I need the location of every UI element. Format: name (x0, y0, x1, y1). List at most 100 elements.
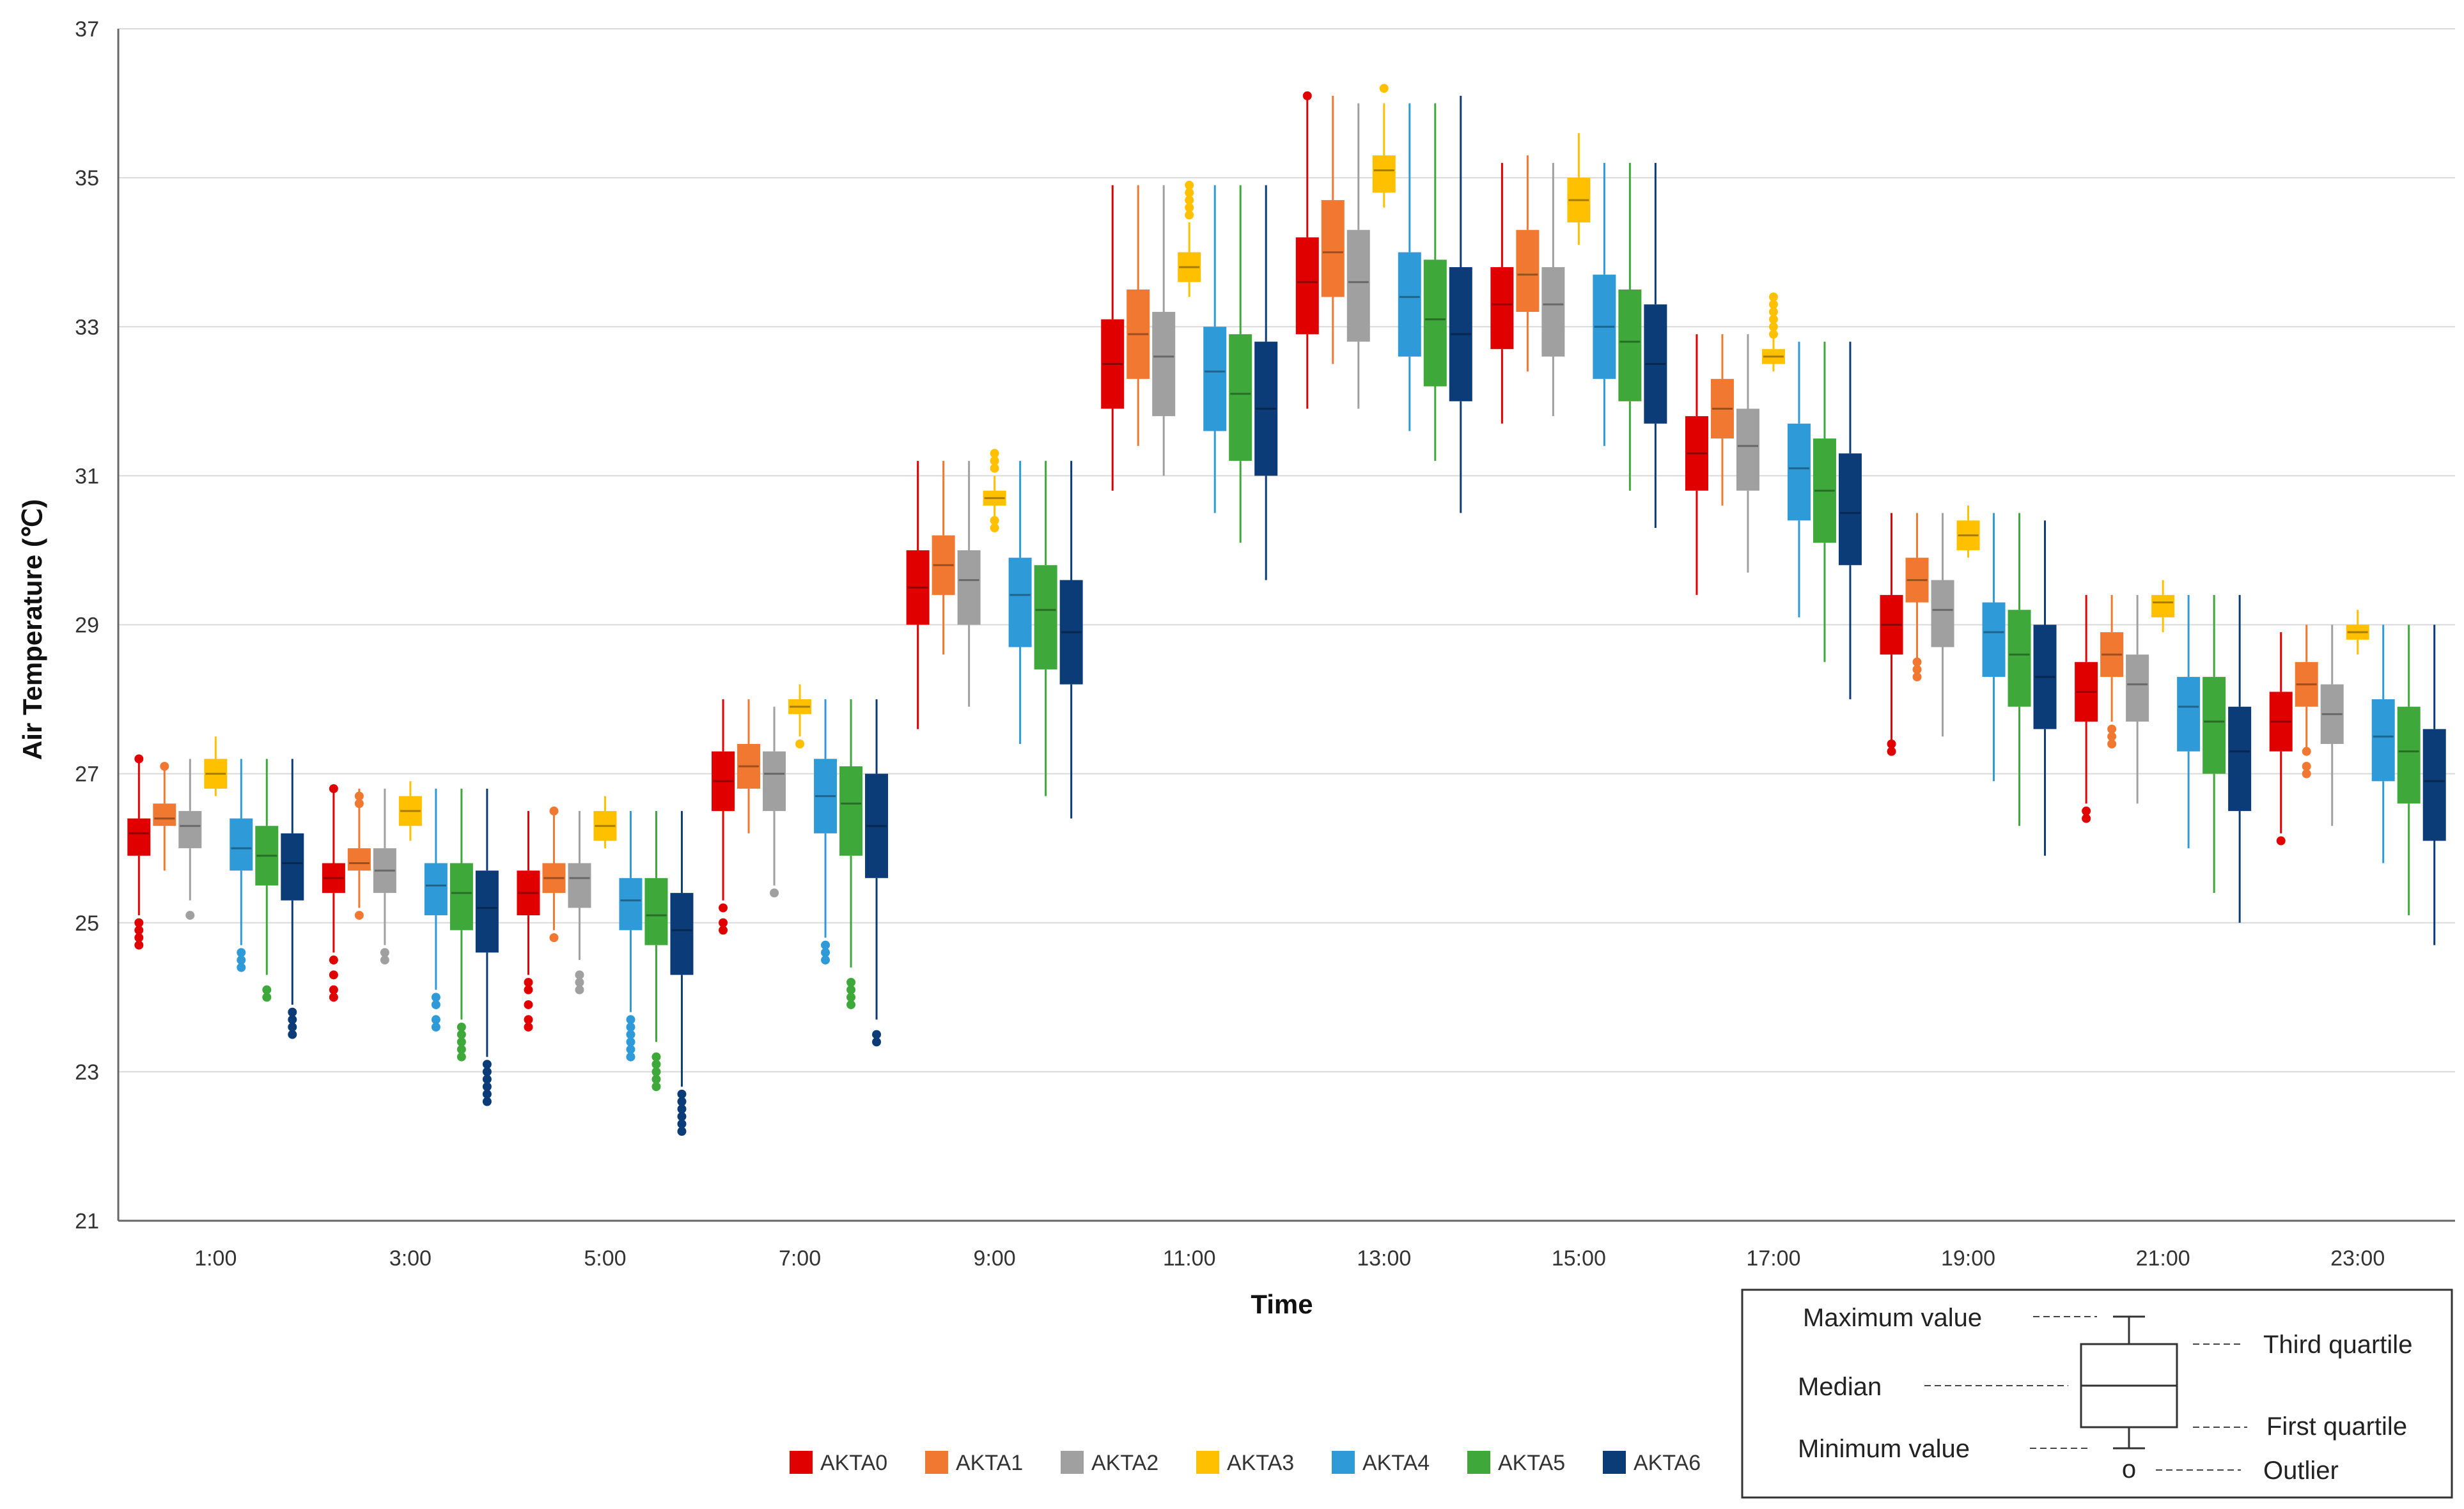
box-body (153, 803, 176, 826)
box-body (1101, 319, 1125, 409)
box-body (957, 550, 981, 625)
y-tick-label: 29 (75, 614, 99, 638)
box-body (2320, 684, 2344, 744)
outlier-point (626, 1037, 635, 1047)
box-body (1813, 438, 1836, 543)
legend-label: AKTA1 (956, 1451, 1023, 1475)
box-akta4-10 (2177, 594, 2201, 849)
box-body (568, 863, 591, 908)
box-akta6-7 (1644, 162, 1667, 528)
box-akta0-5 (1101, 185, 1125, 491)
box-akta1-8 (1710, 334, 1734, 506)
box-akta3-4 (983, 449, 1006, 532)
box-body (2100, 632, 2124, 677)
box-body (670, 893, 694, 975)
key-q3-label: Third quartile (2263, 1331, 2412, 1359)
outlier-point (846, 993, 856, 1002)
box-body (1541, 267, 1565, 357)
box-akta3-11 (2346, 610, 2369, 655)
box-akta6-8 (1838, 341, 1862, 700)
key-median-label: Median (1798, 1373, 1882, 1401)
box-body (593, 810, 617, 841)
box-body (255, 826, 279, 886)
outlier-point (872, 1037, 882, 1047)
outlier-point (846, 1000, 856, 1009)
box-body (517, 871, 540, 916)
y-tick-label: 31 (75, 464, 99, 488)
outlier-point (329, 956, 338, 965)
outlier-point (1887, 747, 1896, 756)
outlier-point (380, 956, 389, 965)
box-body (1618, 289, 1642, 401)
box-body (1593, 274, 1616, 379)
box-body (814, 759, 838, 833)
outlier-point (329, 993, 338, 1002)
box-body (204, 759, 228, 789)
box-akta3-1 (398, 781, 422, 841)
outlier-point (626, 1015, 635, 1025)
box-akta4-1 (424, 788, 448, 1032)
box-akta5-6 (1423, 103, 1447, 461)
x-axis-ticks: 1:00 3:00 5:00 7:00 9:00 11:00 13:00 15:00 17:00… (194, 1246, 2385, 1271)
box-body (1956, 520, 1980, 550)
box-akta6-3 (865, 699, 889, 1047)
box-akta1-5 (1127, 185, 1150, 446)
outlier-point (262, 993, 272, 1002)
outlier-point (1768, 300, 1778, 309)
outlier-point (524, 1022, 533, 1032)
outlier-point (2107, 732, 2117, 741)
box-body (1203, 327, 1227, 431)
box-body (2422, 729, 2446, 841)
box-body (906, 550, 930, 625)
box-akta4-3 (814, 699, 838, 965)
outlier-point (456, 1052, 466, 1062)
box-body (1685, 416, 1708, 491)
box-body (2295, 662, 2318, 707)
box-akta3-8 (1761, 292, 1785, 372)
box-akta3-2 (593, 796, 617, 849)
box-akta4-2 (619, 810, 643, 1062)
outlier-point (990, 449, 999, 458)
outlier-point (354, 791, 364, 801)
outlier-point (2107, 724, 2117, 734)
outlier-point (626, 1022, 635, 1032)
box-body (2203, 677, 2226, 774)
outlier-point (134, 918, 144, 927)
box-akta5-2 (644, 810, 668, 1092)
outlier-point (160, 761, 169, 771)
y-tick-label: 23 (75, 1060, 99, 1085)
legend-swatch-akta2 (1061, 1451, 1084, 1474)
box-akta2-0 (178, 759, 202, 920)
outlier-point (990, 463, 999, 473)
box-body (1372, 155, 1396, 193)
y-tick-label: 35 (75, 166, 99, 190)
box-body (2075, 662, 2098, 722)
x-tick-label: 11:00 (1163, 1246, 1216, 1271)
legend-swatch-akta4 (1332, 1451, 1355, 1474)
outlier-point (456, 1037, 466, 1047)
legend-swatch-akta6 (1603, 1451, 1626, 1474)
outlier-point (626, 1030, 635, 1039)
box-body (373, 848, 396, 894)
box-akta0-6 (1295, 91, 1319, 409)
box-akta4-11 (2371, 624, 2395, 863)
outlier-point (134, 925, 144, 935)
box-akta6-11 (2422, 624, 2446, 945)
outlier-point (329, 985, 338, 994)
box-body (644, 878, 668, 945)
box-body (1059, 580, 1083, 685)
outlier-point (770, 888, 779, 898)
box-akta4-9 (1982, 513, 2006, 782)
outlier-point (846, 985, 856, 994)
key-q1-label: First quartile (2266, 1412, 2407, 1441)
outlier-point (677, 1111, 687, 1121)
x-tick-label: 19:00 (1941, 1246, 1995, 1271)
box-body (1644, 304, 1667, 424)
outlier-point (821, 948, 830, 957)
box-akta0-9 (1880, 513, 1903, 756)
outlier-point (1185, 188, 1194, 197)
box-akta0-11 (2269, 632, 2293, 846)
outlier-point (456, 1044, 466, 1054)
y-tick-label: 27 (75, 762, 99, 787)
box-body (2269, 692, 2293, 752)
